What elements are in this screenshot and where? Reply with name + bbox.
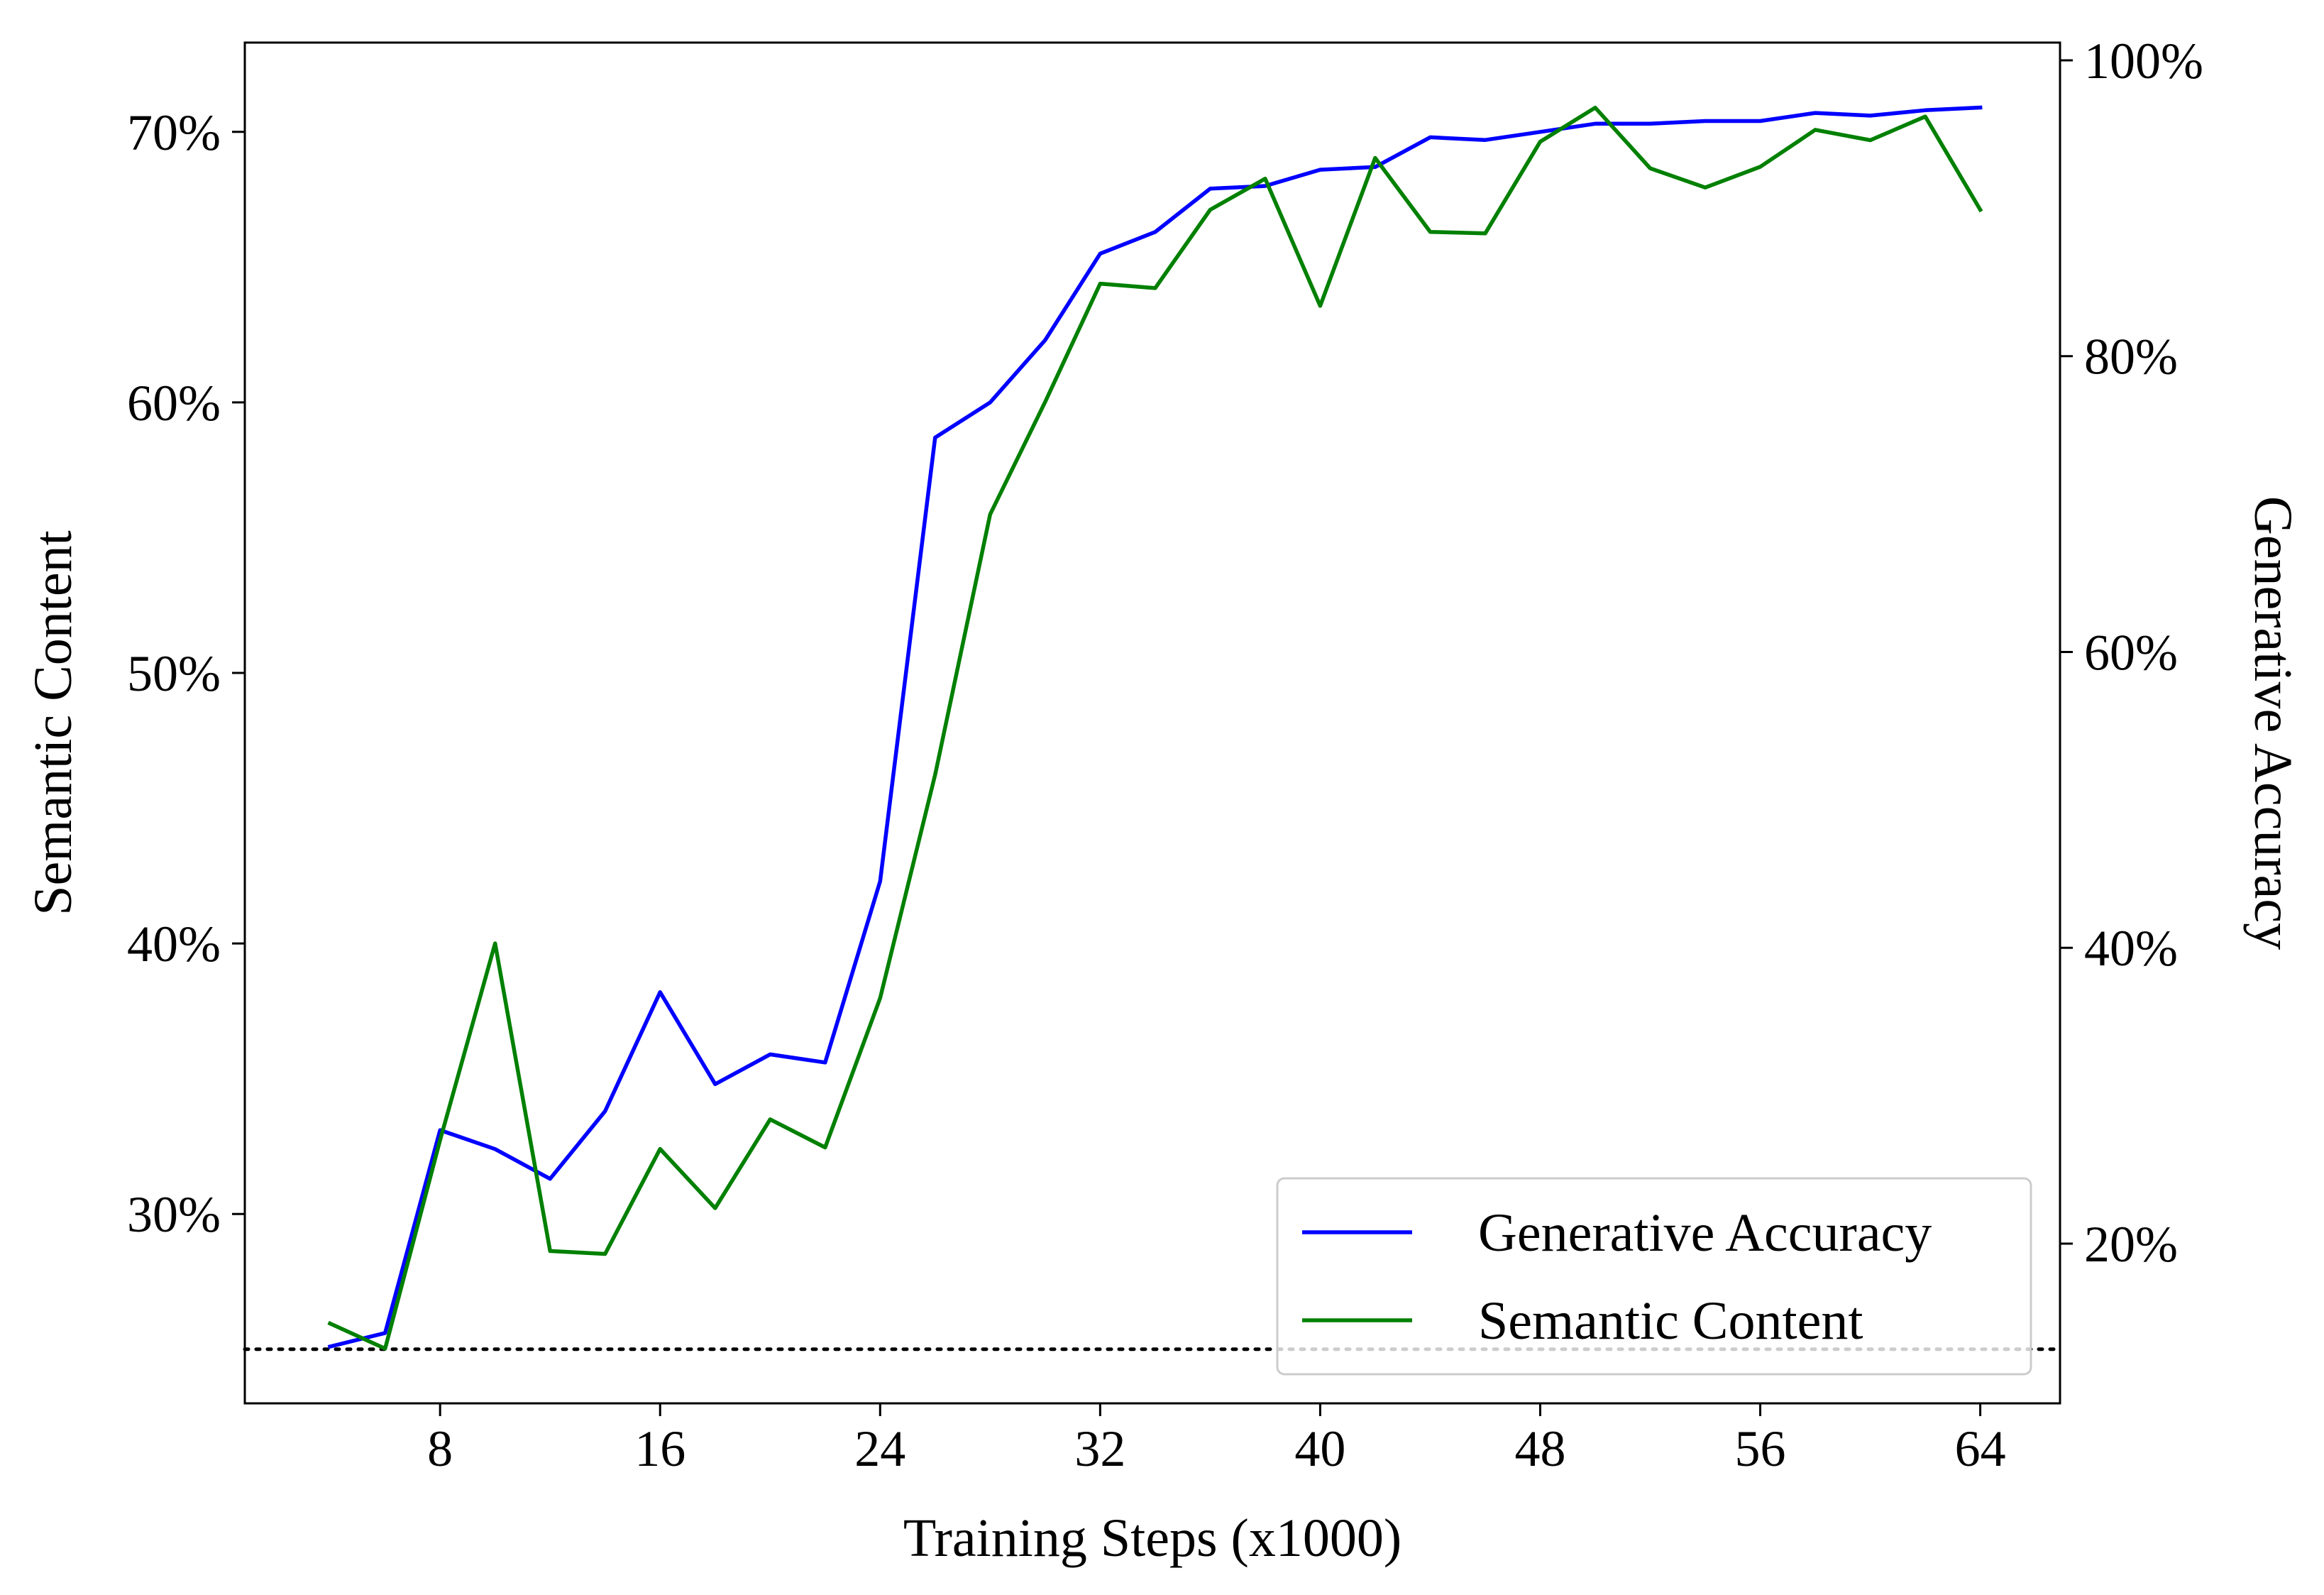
y-right-axis-label: Generative Accuracy bbox=[2243, 496, 2303, 950]
y-left-tick-label: 60% bbox=[127, 375, 221, 432]
series-line-0 bbox=[330, 108, 1981, 1347]
legend-entry-label: Generative Accuracy bbox=[1478, 1203, 1932, 1263]
legend: Generative Accuracy Semantic Content bbox=[1277, 1178, 2031, 1374]
plot-lines bbox=[245, 107, 2060, 1349]
y-right-tick-label: 60% bbox=[2084, 624, 2178, 681]
y-right-tick-label: 100% bbox=[2084, 33, 2203, 89]
y-left-tick-label: 40% bbox=[127, 916, 221, 972]
y-left-tick-label: 30% bbox=[127, 1186, 221, 1243]
y-right-tick-label: 20% bbox=[2084, 1216, 2178, 1273]
x-tick-label: 56 bbox=[1735, 1420, 1786, 1477]
y-left-tick-label: 70% bbox=[127, 104, 221, 161]
x-tick-label: 48 bbox=[1514, 1420, 1565, 1477]
x-tick-label: 24 bbox=[854, 1420, 905, 1477]
x-axis-label: Training Steps (x1000) bbox=[903, 1508, 1401, 1568]
legend-entry-label: Semantic Content bbox=[1478, 1291, 1863, 1351]
x-tick-label: 8 bbox=[427, 1420, 453, 1477]
x-tick-label: 32 bbox=[1074, 1420, 1125, 1477]
y-right-tick-label: 80% bbox=[2084, 329, 2178, 385]
series-line-1 bbox=[330, 108, 1981, 1349]
y-left-axis-label: Semantic Content bbox=[23, 530, 83, 915]
x-tick-label: 16 bbox=[634, 1420, 685, 1477]
x-tick-label: 64 bbox=[1955, 1420, 2006, 1477]
y-left-tick-label: 50% bbox=[127, 645, 221, 702]
x-tick-label: 40 bbox=[1294, 1420, 1345, 1477]
y-right-tick-label: 40% bbox=[2084, 920, 2178, 977]
